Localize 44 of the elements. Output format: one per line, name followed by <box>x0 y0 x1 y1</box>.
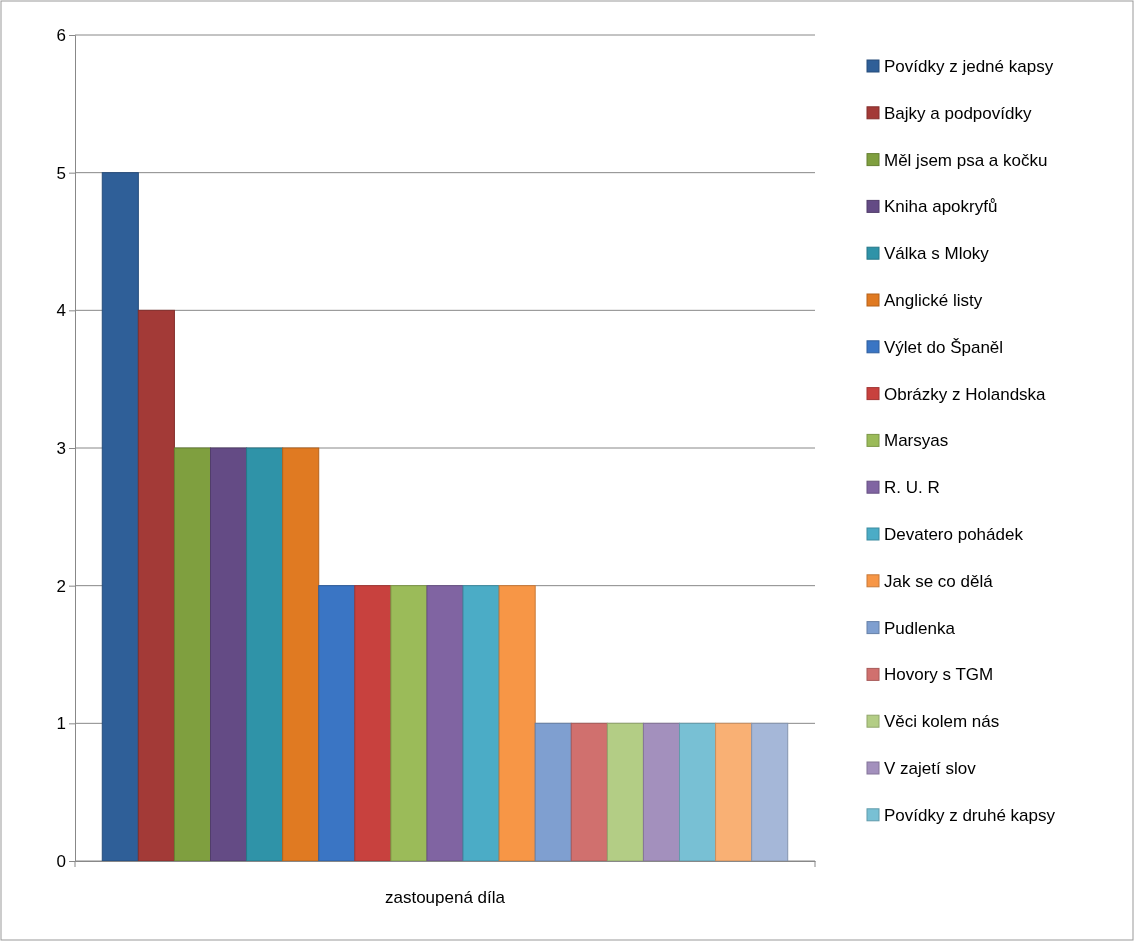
y-tick-label: 2 <box>56 576 66 596</box>
legend-label: Měl jsem psa a kočku <box>884 150 1048 170</box>
bar <box>715 722 753 862</box>
legend-label: Anglické listy <box>884 291 983 310</box>
bar <box>462 585 500 862</box>
legend-label: Válka s Mloky <box>884 244 990 264</box>
y-tick-label: 0 <box>56 851 66 871</box>
legend-label: Hovory s TGM <box>884 665 994 685</box>
bar <box>426 585 464 862</box>
legend-label: Obrázky z Holandska <box>884 384 1047 404</box>
bar <box>318 585 356 862</box>
bar <box>354 585 392 862</box>
bar <box>210 447 248 862</box>
x-tick-label: zastoupená díla <box>384 888 506 908</box>
y-tick-label: 6 <box>56 25 66 45</box>
legend-label: Výlet do Španěl <box>884 337 1004 357</box>
bar <box>751 722 789 862</box>
bar <box>498 585 536 862</box>
legend-label: Jak se co dělá <box>884 571 994 591</box>
legend-label: Marsyas <box>884 431 949 451</box>
bar <box>642 722 680 862</box>
legend-label: Povídky z druhé kapsy <box>884 805 1056 825</box>
y-tick-label: 1 <box>56 714 66 734</box>
bar <box>246 447 284 862</box>
bar <box>137 309 175 862</box>
bar <box>606 722 644 862</box>
bar <box>534 722 572 862</box>
legend-label: Věci kolem nás <box>884 712 1000 732</box>
bar <box>570 722 608 862</box>
legend-label: Bajky a podpovídky <box>884 103 1032 123</box>
bar <box>101 172 139 862</box>
y-tick-label: 4 <box>56 301 66 321</box>
bar <box>390 585 428 862</box>
legend-label: Devatero pohádek <box>884 525 1024 544</box>
legend-label: R. U. R <box>884 478 940 498</box>
legend-label: Povídky z jedné kapsy <box>884 57 1054 76</box>
legend-label: V zajetí slov <box>884 759 977 778</box>
legend-label: Kniha apokryfů <box>884 197 998 217</box>
y-tick-label: 5 <box>56 163 66 183</box>
bar <box>173 447 211 862</box>
y-tick-label: 3 <box>56 438 66 458</box>
legend-label: Pudlenka <box>884 618 956 638</box>
bar <box>679 722 717 862</box>
bar <box>282 447 320 862</box>
